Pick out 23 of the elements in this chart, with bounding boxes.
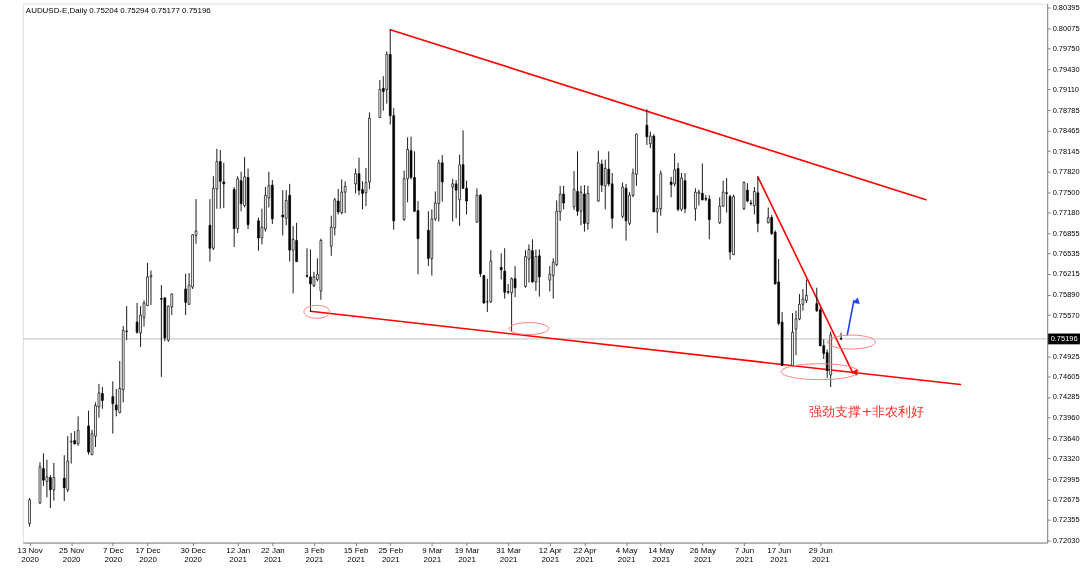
x-tick-label: 3 Feb 2021 xyxy=(304,546,326,564)
x-tick-label: 12 Apr 2021 xyxy=(538,546,563,564)
chart-title: AUDUSD-E,Daily 0.75204 0.75294 0.75177 0.75196 xyxy=(25,6,212,16)
x-tick-label: 15 Feb 2021 xyxy=(343,546,369,564)
x-tick-label: 4 May 2021 xyxy=(615,546,638,564)
x-tick-label: 26 May 2021 xyxy=(689,546,716,564)
x-tick-label: 12 Jan 2021 xyxy=(226,546,251,564)
x-tick-label: 17 Jun 2021 xyxy=(767,546,792,564)
x-tick-label: 17 Dec 2020 xyxy=(135,546,161,564)
x-tick-label: 30 Dec 2020 xyxy=(180,546,206,564)
x-tick-label: 7 Jun 2021 xyxy=(734,546,755,564)
x-tick-label: 31 Mar 2021 xyxy=(496,546,522,564)
x-tick-label: 14 May 2021 xyxy=(648,546,675,564)
x-tick-label: 25 Nov 2020 xyxy=(59,546,85,564)
x-tick-label: 19 Mar 2021 xyxy=(454,546,480,564)
x-tick-label: 13 Nov 2020 xyxy=(17,546,43,564)
x-tick-label: 22 Jan 2021 xyxy=(260,546,285,564)
x-tick-label: 7 Dec 2020 xyxy=(102,546,124,564)
x-tick-label: 29 Jun 2021 xyxy=(808,546,833,564)
x-tick-label: 22 Apr 2021 xyxy=(573,546,597,564)
annotation: 强劲支撑+非农利好 xyxy=(809,403,925,419)
x-tick-label: 9 Mar 2021 xyxy=(422,546,443,564)
x-tick-label: 25 Feb 2021 xyxy=(378,546,404,564)
